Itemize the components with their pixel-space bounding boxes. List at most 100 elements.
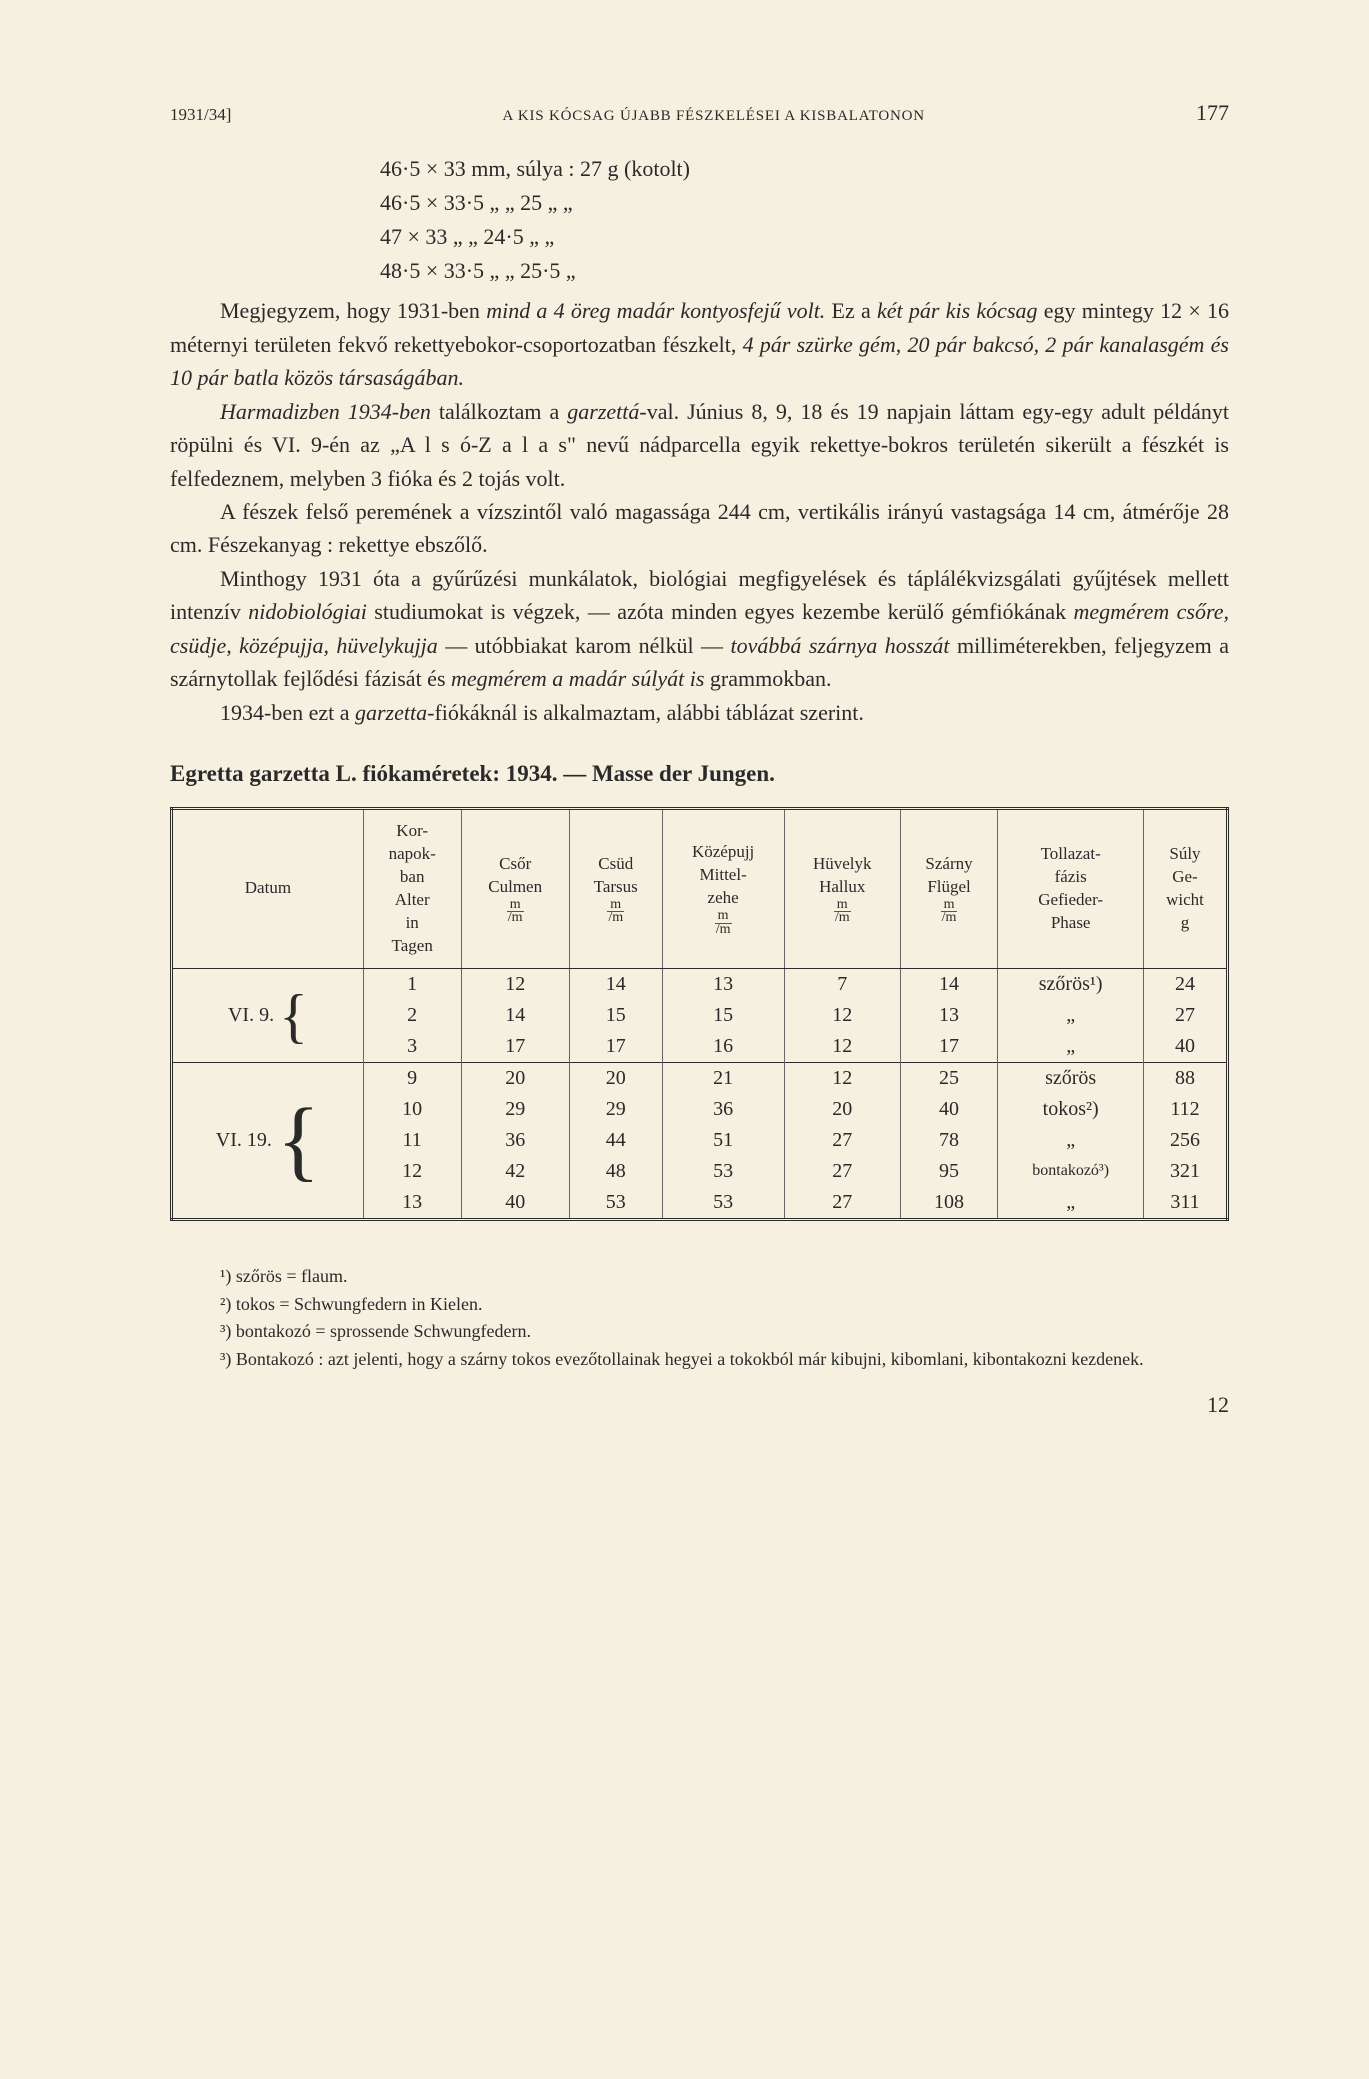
cell: „	[998, 1031, 1144, 1063]
body-text: Megjegyzem, hogy 1931-ben mind a 4 öreg …	[170, 294, 1229, 729]
egg-measurements: 46·5 × 33 mm, súlya : 27 g (kotolt) 46·5…	[380, 152, 1229, 288]
cell: 112	[1143, 1094, 1227, 1125]
cell: 13	[900, 1000, 998, 1031]
footnote: ³) bontakozó = sprossende Schwungfedern.	[170, 1318, 1229, 1346]
data-table: Datum Kor-napok-ban AlterinTagen CsőrCul…	[170, 807, 1229, 1221]
table-row: VI. 9. { 1 12 14 13 7 14 szőrös¹) 24	[172, 968, 1228, 1000]
measure-line: 47 × 33 „ „ 24·5 „ „	[380, 220, 1229, 254]
text: -fiókáknál is alkalmaztam, alábbi tábláz…	[427, 700, 864, 725]
text-italic: nidobiológiai	[248, 599, 367, 624]
th-suly: SúlyGe-wichtg	[1143, 809, 1227, 969]
cell: 36	[662, 1094, 784, 1125]
cell: 17	[900, 1031, 998, 1063]
cell: 24	[1143, 968, 1227, 1000]
cell: 12	[363, 1156, 461, 1187]
cell: 27	[784, 1187, 900, 1220]
paragraph: Megjegyzem, hogy 1931-ben mind a 4 öreg …	[170, 294, 1229, 394]
cell: 29	[569, 1094, 662, 1125]
cell: 15	[569, 1000, 662, 1031]
datum-cell: VI. 19. {	[172, 1062, 364, 1219]
text-italic: mind a 4 öreg madár kontyosfejű volt.	[486, 298, 825, 323]
cell: 12	[784, 1000, 900, 1031]
measure-line: 46·5 × 33·5 „ „ 25 „ „	[380, 186, 1229, 220]
text-italic: garzettá	[567, 399, 639, 424]
cell: 15	[662, 1000, 784, 1031]
cell: 27	[1143, 1000, 1227, 1031]
cell: 36	[461, 1125, 569, 1156]
measure-line: 48·5 × 33·5 „ „ 25·5 „	[380, 254, 1229, 288]
th-huvelyk: HüvelykHallux m/m	[784, 809, 900, 969]
cell: 14	[900, 968, 998, 1000]
text: Megjegyzem, hogy 1931-ben	[220, 298, 486, 323]
th-csud: CsüdTarsus m/m	[569, 809, 662, 969]
th-szarny: SzárnyFlügel m/m	[900, 809, 998, 969]
cell: 17	[569, 1031, 662, 1063]
cell: 12	[461, 968, 569, 1000]
cell: szőrös¹)	[998, 968, 1144, 1000]
text-italic: garzetta	[355, 700, 427, 725]
footnote: ¹) szőrös = flaum.	[170, 1263, 1229, 1291]
footnotes: ¹) szőrös = flaum. ²) tokos = Schwungfed…	[170, 1263, 1229, 1375]
paragraph: Minthogy 1931 óta a gyűrűzési munkálatok…	[170, 562, 1229, 696]
paragraph: Harmadizben 1934-ben találkoztam a garze…	[170, 395, 1229, 495]
cell: 7	[784, 968, 900, 1000]
text-italic: megmérem a madár súlyát is	[451, 666, 704, 691]
cell: 11	[363, 1125, 461, 1156]
table-row: VI. 19. { 9 20 20 21 12 25 szőrös 88	[172, 1062, 1228, 1094]
cell: bontakozó³)	[998, 1156, 1144, 1187]
cell: „	[998, 1000, 1144, 1031]
measure-line: 46·5 × 33 mm, súlya : 27 g (kotolt)	[380, 152, 1229, 186]
cell: 42	[461, 1156, 569, 1187]
cell: 40	[461, 1187, 569, 1220]
cell: 13	[662, 968, 784, 1000]
text-italic: Harmadizben 1934-ben	[220, 399, 431, 424]
running-header: 1931/34] A KIS KÓCSAG ÚJABB FÉSZKELÉSEI …	[170, 100, 1229, 126]
header-title: A KIS KÓCSAG ÚJABB FÉSZKELÉSEI A KISBALA…	[502, 108, 924, 125]
text-italic: továbbá szárnya hosszát	[731, 633, 950, 658]
cell: 95	[900, 1156, 998, 1187]
cell: „	[998, 1125, 1144, 1156]
cell: 13	[363, 1187, 461, 1220]
table-header-row: Datum Kor-napok-ban AlterinTagen CsőrCul…	[172, 809, 1228, 969]
cell: 16	[662, 1031, 784, 1063]
th-kozepujj: KözépujjMittel-zehe m/m	[662, 809, 784, 969]
text-italic: két pár kis kócsag	[877, 298, 1037, 323]
cell: 78	[900, 1125, 998, 1156]
cell: 12	[784, 1031, 900, 1063]
cell: 20	[569, 1062, 662, 1094]
cell: 53	[662, 1187, 784, 1220]
paragraph: 1934-ben ezt a garzetta-fiókáknál is alk…	[170, 696, 1229, 729]
cell: 256	[1143, 1125, 1227, 1156]
page: 1931/34] A KIS KÓCSAG ÚJABB FÉSZKELÉSEI …	[0, 0, 1369, 1508]
cell: 2	[363, 1000, 461, 1031]
cell: 88	[1143, 1062, 1227, 1094]
footnote: ²) tokos = Schwungfedern in Kielen.	[170, 1291, 1229, 1319]
cell: 311	[1143, 1187, 1227, 1220]
cell: 3	[363, 1031, 461, 1063]
cell: 29	[461, 1094, 569, 1125]
cell: tokos²)	[998, 1094, 1144, 1125]
th-csor: CsőrCulmen m/m	[461, 809, 569, 969]
text: 1934-ben ezt a	[220, 700, 355, 725]
cell: 17	[461, 1031, 569, 1063]
text: — utóbbiakat karom nélkül —	[438, 633, 731, 658]
cell: 20	[461, 1062, 569, 1094]
cell: 21	[662, 1062, 784, 1094]
text: grammokban.	[704, 666, 831, 691]
cell: 108	[900, 1187, 998, 1220]
cell: 20	[784, 1094, 900, 1125]
text: Ez a	[825, 298, 877, 323]
cell: 9	[363, 1062, 461, 1094]
cell: 12	[784, 1062, 900, 1094]
th-kor: Kor-napok-ban AlterinTagen	[363, 809, 461, 969]
datum-cell: VI. 9. {	[172, 968, 364, 1062]
paragraph: A fészek felső peremének a vízszintől va…	[170, 495, 1229, 562]
table-title: Egretta garzetta L. fiókaméretek: 1934. …	[170, 761, 1229, 787]
cell: szőrös	[998, 1062, 1144, 1094]
cell: 25	[900, 1062, 998, 1094]
cell: 27	[784, 1156, 900, 1187]
cell: 321	[1143, 1156, 1227, 1187]
header-issue: 1931/34]	[170, 105, 231, 125]
text: találkoztam a	[431, 399, 567, 424]
page-foot-number: 12	[170, 1392, 1229, 1418]
